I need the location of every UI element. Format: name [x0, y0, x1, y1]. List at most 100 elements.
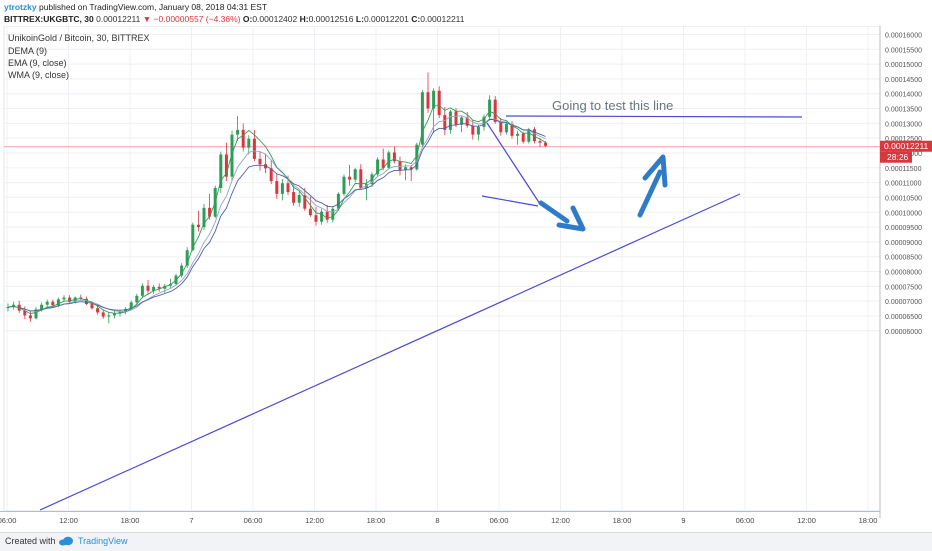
candle-down	[348, 164, 352, 186]
candle-body	[96, 308, 100, 313]
legend-title: UnikoinGold / Bitcoin, 30, BITTREX	[8, 33, 150, 43]
chart-grid	[4, 26, 880, 511]
up-arrow-icon[interactable]	[637, 154, 668, 218]
candle-down	[325, 204, 329, 223]
candle-body	[40, 304, 44, 310]
candle-down	[68, 295, 72, 303]
candle-body	[129, 302, 133, 309]
candle-body	[45, 301, 49, 305]
footer-created: Created with	[5, 536, 56, 546]
candle-body	[62, 297, 66, 300]
candle-body	[140, 285, 144, 296]
tradingview-link[interactable]: TradingView	[78, 536, 128, 546]
candle-body	[28, 315, 32, 319]
resistance-line[interactable]	[505, 115, 803, 118]
legend-ema[interactable]: EMA (9, close)	[8, 58, 67, 68]
candle-up	[140, 283, 144, 299]
candle-up	[342, 174, 346, 196]
candle-up	[124, 307, 128, 315]
legend-wma[interactable]: WMA (9, close)	[8, 70, 69, 80]
candle-down	[437, 86, 441, 119]
wedge-lower-line[interactable]	[481, 195, 539, 207]
open-value: 0.00012402	[252, 14, 298, 24]
candle-body	[448, 111, 452, 130]
y-tick-label: 0.00006500	[885, 314, 922, 321]
candle-body	[23, 310, 27, 316]
candle-up	[236, 115, 240, 142]
candle-body	[342, 176, 346, 194]
candle-body	[34, 309, 38, 319]
candle-up	[247, 135, 251, 155]
candle-down	[275, 173, 279, 199]
x-tick-label: 06:00	[736, 516, 755, 525]
price-chart[interactable]: 0.00016000 0.00015500 0.00015000 0.00014500…	[0, 26, 932, 532]
candle-down	[51, 299, 55, 308]
candle-down	[381, 148, 385, 171]
candle-body	[303, 195, 307, 209]
candle-body	[252, 138, 256, 159]
candle-down	[538, 138, 542, 148]
candle-up	[320, 208, 324, 225]
candle-body	[420, 92, 424, 145]
y-tick-label: 0.00011500	[885, 166, 922, 173]
candle-up	[415, 142, 419, 171]
candle-up	[420, 90, 424, 147]
candle-body	[544, 142, 548, 146]
candle-down	[292, 185, 296, 206]
candle-body	[314, 215, 318, 222]
candle-body	[6, 307, 10, 309]
candle-up	[336, 192, 340, 211]
annotation-text[interactable]: Going to test this line	[552, 98, 673, 113]
candle-body	[219, 154, 223, 188]
candle-body	[359, 169, 363, 188]
candle-body	[51, 301, 55, 306]
rising-trendline[interactable]	[39, 193, 741, 511]
candles	[6, 72, 548, 324]
candle-body	[202, 207, 206, 228]
author-link[interactable]: ytrotzky	[4, 2, 37, 12]
candle-body	[381, 159, 385, 168]
candle-up	[376, 157, 380, 178]
candle-down	[314, 206, 318, 226]
y-tick-label: 0.00013000	[885, 121, 922, 128]
candle-body	[454, 111, 458, 125]
candle-body	[236, 129, 240, 135]
candle-up	[135, 293, 139, 305]
candle-body	[348, 176, 352, 180]
candle-up	[504, 121, 508, 135]
candle-down	[303, 187, 307, 211]
candle-body	[196, 224, 200, 228]
candle-up	[387, 150, 391, 170]
candle-body	[443, 115, 447, 130]
candle-up	[488, 95, 492, 121]
candle-up	[62, 295, 66, 302]
price-change: ▼ −0.00000557 (−4.36%)	[142, 14, 241, 24]
x-tick-label: 18:00	[121, 516, 140, 525]
last-price-tag-value: 0.00012211	[884, 141, 929, 151]
candle-up	[353, 167, 357, 183]
footer-bar: Created with TradingView	[0, 532, 932, 551]
high-value: 0.00012516	[308, 14, 354, 24]
y-tick-label: 0.00013500	[885, 107, 922, 114]
down-arrow-icon[interactable]	[538, 200, 586, 232]
candle-body	[488, 99, 492, 117]
candle-body	[387, 152, 391, 168]
candle-body	[264, 164, 268, 169]
price-axis[interactable]: 0.00016000 0.00015500 0.00015000 0.00014500…	[885, 32, 922, 335]
candle-body	[308, 208, 312, 216]
candle-body	[180, 265, 184, 276]
x-tick-label: 8	[435, 516, 439, 525]
low-value: 0.00012201	[363, 14, 409, 24]
candle-body	[208, 207, 212, 217]
y-tick-label: 0.00009500	[885, 225, 922, 232]
y-tick-label: 0.00008500	[885, 255, 922, 262]
candle-up	[152, 284, 156, 295]
legend-dema[interactable]: DEMA (9)	[8, 46, 47, 56]
chart-legend: UnikoinGold / Bitcoin, 30, BITTREX DEMA …	[8, 33, 150, 80]
x-tick-label: 06:00	[0, 516, 16, 525]
candle-up	[180, 263, 184, 278]
time-axis[interactable]: 06:00 12:00 18:00 7 06:00 12:00 18:00 8 06:00 12:…	[0, 516, 877, 525]
low-label: L:	[355, 14, 364, 24]
wedge-upper-line[interactable]	[486, 122, 541, 205]
chart-header: ytrotzky published on TradingView.com, J…	[0, 0, 932, 26]
